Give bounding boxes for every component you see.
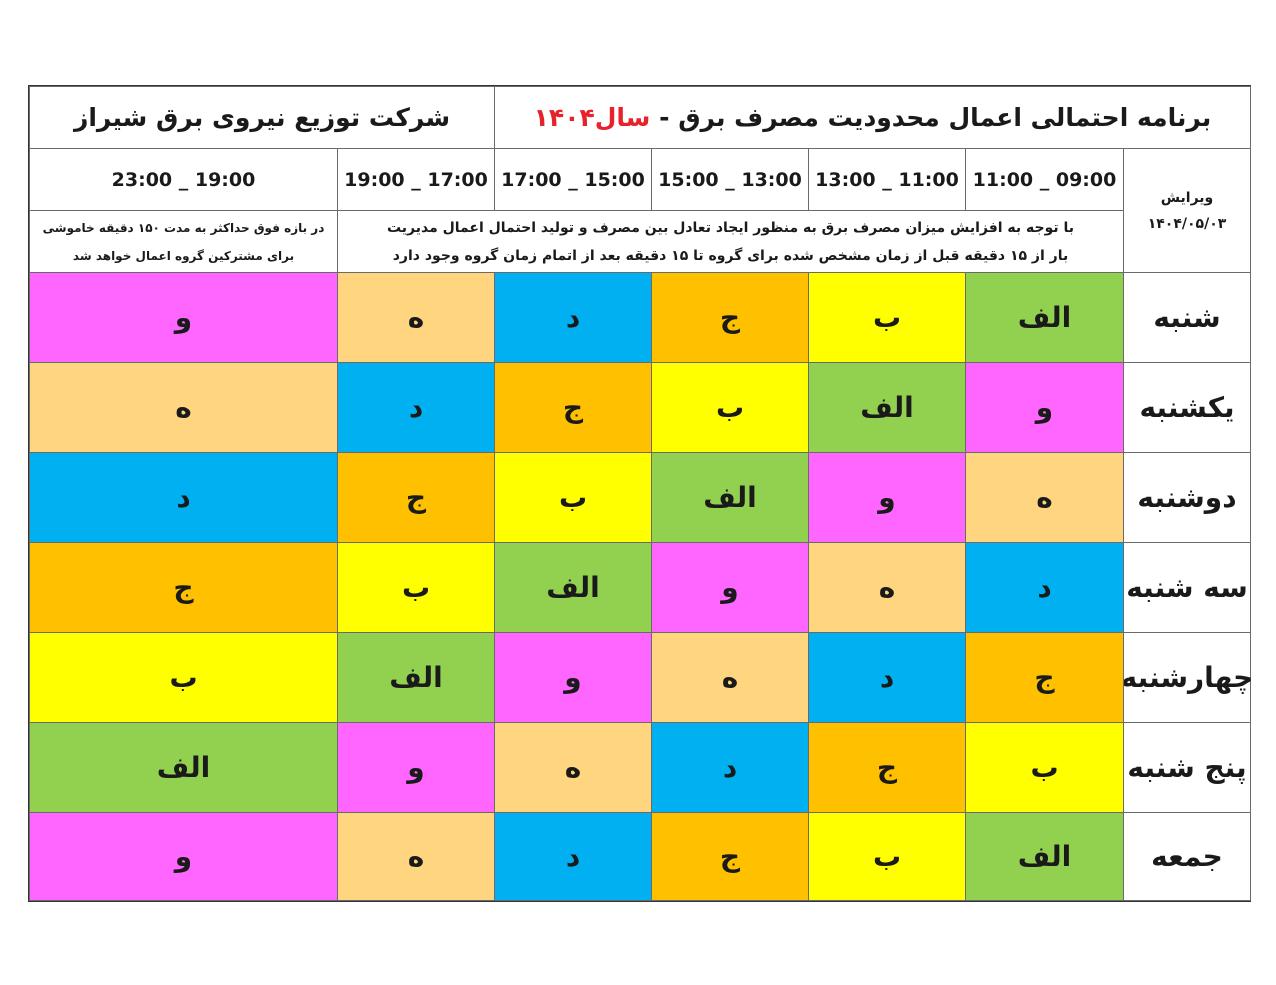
schedule-sheet: برنامه احتمالی اعمال محدودیت مصرف برق - …: [28, 85, 1253, 902]
group-cell: ب: [29, 632, 338, 723]
group-cell: الف: [965, 812, 1124, 901]
group-cell: و: [337, 722, 495, 813]
time-slot-4: 17:00 _ 15:00: [494, 148, 652, 211]
time-slot-2: 13:00 _ 11:00: [808, 148, 966, 211]
group-cell: ه: [965, 452, 1124, 543]
group-cell: ج: [494, 362, 652, 453]
schedule-title: برنامه احتمالی اعمال محدودیت مصرف برق - …: [494, 86, 1251, 149]
edition-cell: ویرایش ۱۴۰۴/۰۵/۰۳: [1123, 148, 1251, 273]
group-cell: ج: [651, 812, 809, 901]
edition-label: ویرایش: [1160, 189, 1214, 206]
group-cell: د: [494, 272, 652, 363]
group-cell: ج: [808, 722, 966, 813]
group-cell: ب: [494, 452, 652, 543]
title-main: برنامه احتمالی اعمال محدودیت مصرف برق -: [659, 103, 1212, 132]
edition-date: ۱۴۰۴/۰۵/۰۳: [1147, 215, 1227, 232]
day-label: پنج شنبه: [1123, 722, 1251, 813]
main-note: با توجه به افزایش میزان مصرف برق به منظو…: [337, 210, 1124, 273]
group-cell: ب: [808, 812, 966, 901]
company-name: شرکت توزیع نیروی برق شیراز: [29, 86, 495, 149]
main-note-line-1: با توجه به افزایش میزان مصرف برق به منظو…: [386, 219, 1075, 236]
main-note-line-2: بار از ۱۵ دقیقه قبل از زمان مشخص شده برا…: [392, 247, 1069, 264]
group-cell: و: [29, 812, 338, 901]
group-cell: ج: [29, 542, 338, 633]
group-cell: الف: [808, 362, 966, 453]
group-cell: و: [808, 452, 966, 543]
group-cell: ج: [651, 272, 809, 363]
group-cell: الف: [651, 452, 809, 543]
day-label: شنبه: [1123, 272, 1251, 363]
group-cell: الف: [29, 722, 338, 813]
group-cell: ب: [337, 542, 495, 633]
group-cell: و: [494, 632, 652, 723]
group-cell: و: [29, 272, 338, 363]
group-cell: ب: [965, 722, 1124, 813]
group-cell: ب: [651, 362, 809, 453]
group-cell: ه: [494, 722, 652, 813]
group-cell: د: [965, 542, 1124, 633]
day-label: چهارشنبه: [1121, 632, 1253, 723]
group-cell: د: [494, 812, 652, 901]
group-cell: ب: [808, 272, 966, 363]
group-cell: و: [965, 362, 1124, 453]
time-slot-1: 11:00 _ 09:00: [965, 148, 1124, 211]
group-cell: ج: [965, 632, 1124, 723]
group-cell: د: [337, 362, 495, 453]
day-label: سه شنبه: [1123, 542, 1251, 633]
day-label: جمعه: [1123, 812, 1251, 901]
time-slot-6: 23:00 _ 19:00: [29, 148, 338, 211]
day-label: دوشنبه: [1123, 452, 1251, 543]
group-cell: الف: [965, 272, 1124, 363]
last-slot-note-line-1: در بازه فوق حداکثر به مدت ۱۵۰ دقیقه خامو…: [42, 220, 325, 235]
group-cell: الف: [337, 632, 495, 723]
group-cell: د: [808, 632, 966, 723]
group-cell: د: [29, 452, 338, 543]
group-cell: ه: [29, 362, 338, 453]
group-cell: ه: [337, 272, 495, 363]
time-slot-3: 15:00 _ 13:00: [651, 148, 809, 211]
group-cell: د: [651, 722, 809, 813]
group-cell: ج: [337, 452, 495, 543]
group-cell: ه: [337, 812, 495, 901]
group-cell: ه: [808, 542, 966, 633]
group-cell: و: [651, 542, 809, 633]
group-cell: الف: [494, 542, 652, 633]
last-slot-note-line-2: برای مشترکین گروه اعمال خواهد شد: [72, 248, 295, 263]
time-slot-5: 19:00 _ 17:00: [337, 148, 495, 211]
last-slot-note: در بازه فوق حداکثر به مدت ۱۵۰ دقیقه خامو…: [29, 210, 338, 273]
group-cell: ه: [651, 632, 809, 723]
day-label: یکشنبه: [1123, 362, 1251, 453]
title-year: سال۱۴۰۴: [533, 103, 651, 132]
